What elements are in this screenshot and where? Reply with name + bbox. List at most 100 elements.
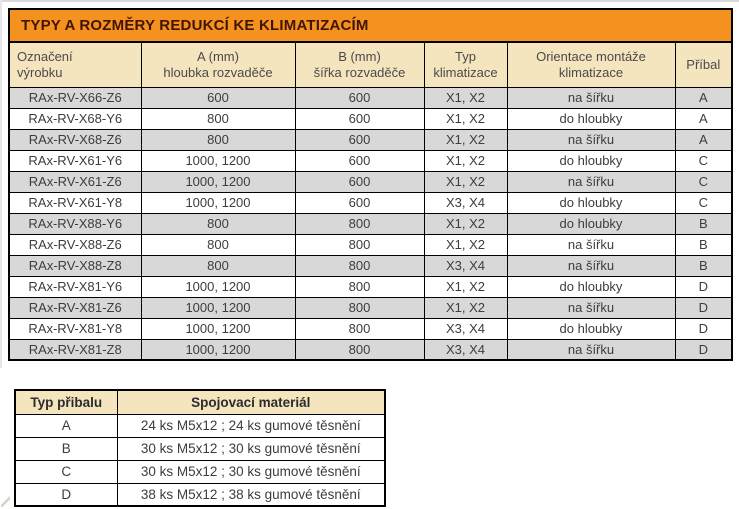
orientation-cell: na šířku — [506, 128, 676, 151]
header-line: klimatizace — [433, 64, 498, 80]
product-code-cell: RAx-RV-X88-Z8 — [8, 254, 142, 277]
table-row: RAx-RV-X81-Z6 1000, 1200 800 X1, X2 na š… — [8, 296, 733, 319]
ac-type-cell: X1, X2 — [423, 107, 508, 130]
header-line: Příbal — [686, 56, 721, 72]
header-line: Označení — [17, 48, 73, 64]
pack-cell: C — [674, 170, 733, 193]
orientation-cell: na šířku — [506, 233, 676, 256]
ac-type-cell: X1, X2 — [423, 212, 508, 235]
table-row: RAx-RV-X88-Y6 800 800 X1, X2 do hloubky … — [8, 212, 733, 235]
ac-type-cell: X1, X2 — [423, 233, 508, 256]
pack-cell: D — [674, 296, 733, 319]
depth-cell: 1000, 1200 — [140, 149, 296, 172]
depth-cell: 1000, 1200 — [140, 191, 296, 214]
column-header-ac-type: Typ klimatizace — [423, 41, 508, 88]
pack-cell: A — [674, 107, 733, 130]
width-cell: 800 — [294, 275, 425, 298]
width-cell: 600 — [294, 107, 425, 130]
pack-cell: C — [674, 149, 733, 172]
pack-cell: D — [674, 275, 733, 298]
pack-type-cell: B — [14, 436, 118, 461]
product-code-cell: RAx-RV-X81-Z6 — [8, 296, 142, 319]
ac-type-cell: X3, X4 — [423, 317, 508, 340]
depth-cell: 800 — [140, 128, 296, 151]
depth-cell: 800 — [140, 254, 296, 277]
orientation-cell: na šířku — [506, 296, 676, 319]
table-row: D 38 ks M5x12 ; 38 ks gumové těsnění — [14, 482, 386, 507]
depth-cell: 800 — [140, 107, 296, 130]
ac-type-cell: X3, X4 — [423, 338, 508, 361]
product-code-cell: RAx-RV-X61-Y6 — [8, 149, 142, 172]
column-header-accessory-pack: Příbal — [674, 41, 733, 88]
ac-type-cell: X1, X2 — [423, 149, 508, 172]
pack-cell: C — [674, 191, 733, 214]
table-title: TYPY A ROZMĚRY REDUKCÍ KE KLIMATIZACÍM — [8, 8, 733, 43]
screenshot-top-edge — [0, 0, 739, 2]
document-page: TYPY A ROZMĚRY REDUKCÍ KE KLIMATIZACÍM O… — [8, 8, 734, 507]
ac-type-cell: X1, X2 — [423, 296, 508, 319]
table-row: C 30 ks M5x12 ; 30 ks gumové těsnění — [14, 459, 386, 484]
table-header-row: Typ přibalu Spojovací materiál — [14, 389, 386, 415]
width-cell: 600 — [294, 191, 425, 214]
table-row: RAx-RV-X68-Y6 800 600 X1, X2 do hloubky … — [8, 107, 733, 130]
header-line: Orientace montáže — [536, 48, 646, 64]
table-row: RAx-RV-X61-Y8 1000, 1200 600 X3, X4 do h… — [8, 191, 733, 214]
table-row: A 24 ks M5x12 ; 24 ks gumové těsnění — [14, 413, 386, 438]
accessory-pack-table: Typ přibalu Spojovací materiál A 24 ks M… — [14, 389, 386, 507]
depth-cell: 600 — [140, 86, 296, 109]
depth-cell: 1000, 1200 — [140, 296, 296, 319]
header-line: hloubka rozvaděče — [163, 64, 273, 80]
depth-cell: 1000, 1200 — [140, 317, 296, 340]
product-code-cell: RAx-RV-X81-Y6 — [8, 275, 142, 298]
pack-cell: A — [674, 128, 733, 151]
header-line: Typ — [455, 48, 476, 64]
table-row: B 30 ks M5x12 ; 30 ks gumové těsnění — [14, 436, 386, 461]
orientation-cell: na šířku — [506, 86, 676, 109]
table-header-row: Označení výrobku A (mm) hloubka rozvaděč… — [8, 41, 733, 88]
product-code-cell: RAx-RV-X81-Y8 — [8, 317, 142, 340]
header-line: B (mm) — [338, 48, 381, 64]
ac-type-cell: X1, X2 — [423, 128, 508, 151]
depth-cell: 1000, 1200 — [140, 338, 296, 361]
table-row: RAx-RV-X81-Y8 1000, 1200 800 X3, X4 do h… — [8, 317, 733, 340]
header-line: klimatizace — [558, 64, 624, 80]
product-code-cell: RAx-RV-X88-Z6 — [8, 233, 142, 256]
width-cell: 800 — [294, 317, 425, 340]
width-cell: 800 — [294, 296, 425, 319]
column-header-width-b: B (mm) šířka rozvaděče — [294, 41, 425, 88]
orientation-cell: do hloubky — [506, 191, 676, 214]
ac-type-cell: X1, X2 — [423, 86, 508, 109]
ac-type-cell: X3, X4 — [423, 191, 508, 214]
orientation-cell: na šířku — [506, 254, 676, 277]
orientation-cell: do hloubky — [506, 317, 676, 340]
width-cell: 600 — [294, 170, 425, 193]
orientation-cell: do hloubky — [506, 107, 676, 130]
column-header-pack-type: Typ přibalu — [14, 389, 118, 415]
ac-type-cell: X3, X4 — [423, 254, 508, 277]
column-header-mount-orientation: Orientace montáže klimatizace — [506, 41, 676, 88]
pack-cell: B — [674, 212, 733, 235]
width-cell: 600 — [294, 128, 425, 151]
reductions-table: TYPY A ROZMĚRY REDUKCÍ KE KLIMATIZACÍM O… — [8, 8, 734, 361]
width-cell: 800 — [294, 338, 425, 361]
product-code-cell: RAx-RV-X68-Y6 — [8, 107, 142, 130]
ac-type-cell: X1, X2 — [423, 170, 508, 193]
material-cell: 30 ks M5x12 ; 30 ks gumové těsnění — [116, 436, 386, 461]
table-row: RAx-RV-X68-Z6 800 600 X1, X2 na šířku A — [8, 128, 733, 151]
table-row: RAx-RV-X88-Z8 800 800 X3, X4 na šířku B — [8, 254, 733, 277]
width-cell: 800 — [294, 254, 425, 277]
pack-cell: B — [674, 254, 733, 277]
pack-type-cell: C — [14, 459, 118, 484]
table-row: RAx-RV-X61-Y6 1000, 1200 600 X1, X2 do h… — [8, 149, 733, 172]
pack-type-cell: D — [14, 482, 118, 507]
header-line: výrobku — [17, 64, 63, 80]
column-header-product-code: Označení výrobku — [8, 41, 142, 88]
pack-cell: D — [674, 317, 733, 340]
pack-cell: A — [674, 86, 733, 109]
orientation-cell: do hloubky — [506, 212, 676, 235]
table-title-row: TYPY A ROZMĚRY REDUKCÍ KE KLIMATIZACÍM — [8, 8, 733, 43]
product-code-cell: RAx-RV-X66-Z6 — [8, 86, 142, 109]
table-row: RAx-RV-X81-Y6 1000, 1200 800 X1, X2 do h… — [8, 275, 733, 298]
width-cell: 800 — [294, 233, 425, 256]
depth-cell: 800 — [140, 233, 296, 256]
